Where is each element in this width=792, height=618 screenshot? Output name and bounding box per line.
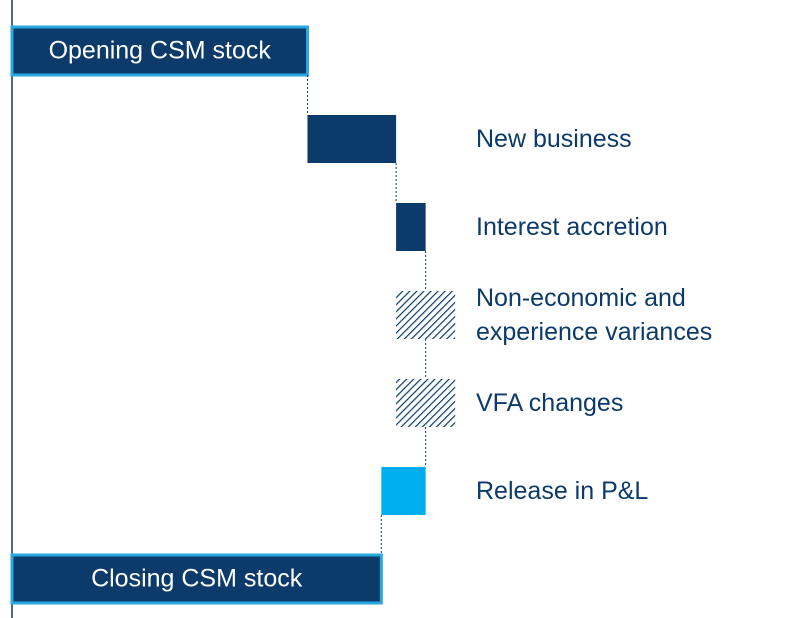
category-label: New business	[476, 125, 632, 153]
bar	[10, 25, 309, 77]
category-label: Non-economic and experience variances	[476, 284, 713, 346]
bar	[396, 291, 456, 339]
bar-label: Closing CSM stock	[91, 565, 303, 593]
bar	[307, 115, 397, 163]
category-label: VFA changes	[476, 389, 624, 417]
bar	[10, 553, 383, 605]
bar	[396, 203, 426, 251]
bar-label: Opening CSM stock	[49, 37, 272, 65]
category-label: Release in P&L	[476, 477, 649, 505]
bar	[381, 467, 426, 515]
bar	[396, 379, 456, 427]
category-label: Interest accretion	[476, 213, 668, 241]
